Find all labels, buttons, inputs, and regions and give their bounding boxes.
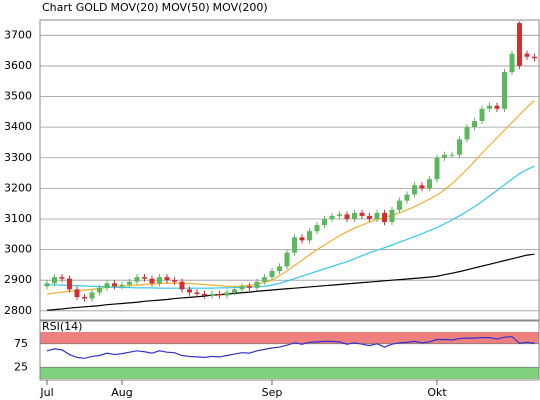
candle-body bbox=[277, 266, 282, 272]
rsi-zone bbox=[40, 367, 539, 379]
candle-body bbox=[52, 277, 57, 284]
candle-body bbox=[479, 108, 485, 122]
candle-body bbox=[134, 277, 140, 282]
candle-body bbox=[97, 287, 102, 293]
candle-body bbox=[194, 292, 200, 294]
candle-body bbox=[104, 283, 110, 288]
candle-body bbox=[314, 225, 320, 232]
candle-body bbox=[142, 277, 147, 279]
y-tick-label: 3700 bbox=[4, 28, 32, 41]
candle-body bbox=[292, 237, 297, 253]
rsi-zone bbox=[40, 332, 539, 344]
candle-body bbox=[232, 289, 237, 293]
y-tick-label: 3400 bbox=[4, 120, 32, 133]
candle-body bbox=[157, 277, 162, 284]
moving-average-line bbox=[46, 100, 535, 295]
y-tick-label: 3600 bbox=[4, 59, 32, 72]
candle-body bbox=[119, 284, 125, 287]
candle-body bbox=[59, 277, 65, 279]
candle-body bbox=[404, 194, 410, 201]
candle-body bbox=[127, 281, 132, 285]
candle-body bbox=[337, 214, 342, 216]
candle-body bbox=[74, 289, 80, 298]
y-tick-label: 75 bbox=[14, 337, 28, 350]
candle-body bbox=[329, 215, 335, 219]
candle-body bbox=[434, 157, 440, 180]
x-tick-label: Sep bbox=[262, 386, 283, 399]
candle-body bbox=[524, 53, 530, 57]
candle-body bbox=[217, 293, 222, 296]
y-tick-label: 3300 bbox=[4, 151, 32, 164]
y-tick-label: 3200 bbox=[4, 181, 32, 194]
x-tick-label: Jul bbox=[39, 386, 53, 399]
candle-body bbox=[389, 209, 395, 223]
candle-body bbox=[284, 252, 290, 267]
candle-body bbox=[509, 53, 515, 73]
candle-body bbox=[397, 200, 402, 210]
candle-body bbox=[344, 214, 350, 219]
candle-body bbox=[179, 281, 185, 290]
candle-body bbox=[322, 218, 327, 226]
candle-body bbox=[427, 179, 432, 189]
legend-entry: MOV(200) bbox=[213, 1, 268, 14]
candle-body bbox=[224, 292, 230, 296]
candle-body bbox=[269, 271, 275, 278]
candle-body bbox=[187, 289, 192, 293]
candle-body bbox=[472, 121, 477, 128]
candle-body bbox=[517, 23, 522, 66]
y-tick-label: 25 bbox=[14, 360, 28, 373]
candle-body bbox=[419, 185, 425, 189]
indicator-label: RSI(14) bbox=[42, 320, 82, 333]
candle-body bbox=[67, 278, 72, 290]
candle-body bbox=[449, 154, 455, 156]
chart-title: Chart GOLD bbox=[42, 1, 108, 14]
candle-body bbox=[464, 127, 470, 140]
candle-body bbox=[89, 292, 95, 299]
candle-body bbox=[352, 212, 357, 219]
candle-body bbox=[112, 283, 117, 287]
y-tick-label: 2900 bbox=[4, 273, 32, 286]
candle-body bbox=[254, 281, 260, 288]
candle-body bbox=[239, 286, 245, 290]
candle-body bbox=[247, 286, 252, 288]
x-tick-label: Okt bbox=[427, 386, 447, 399]
candle-body bbox=[44, 283, 50, 287]
x-tick-label: Aug bbox=[111, 386, 132, 399]
moving-average-line bbox=[46, 253, 535, 311]
candle-body bbox=[209, 293, 215, 296]
rsi-line bbox=[46, 336, 535, 359]
price-panel bbox=[39, 19, 540, 321]
moving-average-line bbox=[47, 165, 535, 289]
candle-body bbox=[367, 215, 372, 219]
y-tick-label: 3100 bbox=[4, 212, 32, 225]
candle-body bbox=[149, 278, 155, 284]
legend-entry: MOV(50) bbox=[162, 1, 210, 14]
candle-body bbox=[202, 293, 207, 296]
candle-body bbox=[307, 231, 312, 241]
y-tick-label: 3500 bbox=[4, 90, 32, 103]
candle-body bbox=[374, 212, 380, 219]
candle-body bbox=[502, 72, 507, 109]
candle-body bbox=[82, 297, 87, 299]
candle-body bbox=[172, 280, 177, 282]
candle-body bbox=[442, 154, 447, 158]
candle-body bbox=[457, 139, 462, 155]
candle-body bbox=[262, 277, 267, 282]
candle-body bbox=[359, 212, 365, 216]
candle-body bbox=[164, 277, 170, 281]
candle-body bbox=[494, 105, 500, 109]
candle-body bbox=[382, 212, 387, 223]
candle-body bbox=[412, 185, 417, 195]
y-tick-label: 2800 bbox=[4, 304, 32, 317]
y-tick-label: 3000 bbox=[4, 243, 32, 256]
candle-body bbox=[487, 105, 492, 109]
legend-entry: MOV(20) bbox=[111, 1, 159, 14]
candle-body bbox=[532, 56, 537, 59]
candle-body bbox=[299, 237, 305, 241]
